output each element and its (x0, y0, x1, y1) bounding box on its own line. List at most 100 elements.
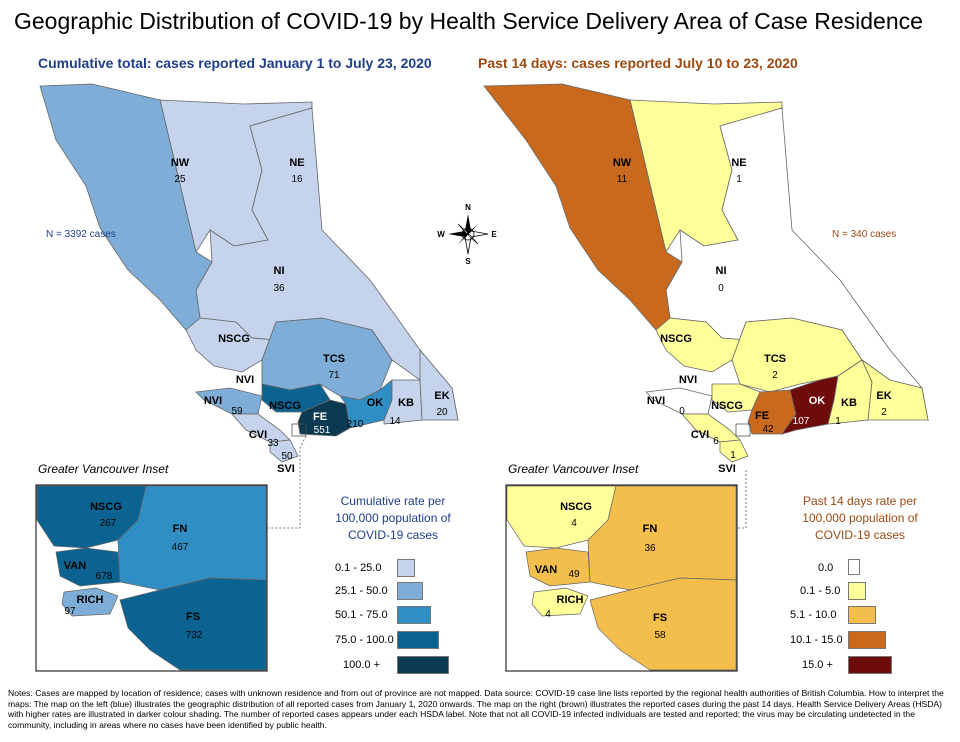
left-inset-marker (291, 423, 307, 437)
left-inset-fs-code: FS (186, 611, 200, 623)
left-label-nvi2-value: 59 (231, 406, 243, 417)
left-legend-label: 0.1 - 25.0 (335, 562, 382, 574)
right-label-fe-code: FE (755, 410, 769, 422)
right-inset-van-value: 49 (568, 569, 580, 580)
left-label-tcs-value: 71 (328, 370, 340, 381)
right-inset (505, 484, 738, 672)
right-label-ek-code: EK (876, 390, 891, 402)
left-map-case-count: N = 3392 cases (46, 229, 116, 240)
right-label-nw-code: NW (613, 157, 632, 169)
right-inset-rich-value: 4 (545, 609, 551, 620)
left-legend-label: 50.1 - 75.0 (335, 609, 388, 621)
right-legend-label: 0.0 (818, 562, 834, 574)
right-region-ek (861, 358, 929, 421)
right-inset-rich (531, 587, 589, 617)
right-label-kb-value: 1 (835, 416, 841, 427)
right-legend-item: 15.0 + (800, 656, 930, 676)
left-label-nscg2-code: NSCG (269, 400, 301, 412)
left-legend-swatch (397, 631, 439, 649)
left-legend-swatch (397, 606, 431, 624)
right-legend-label: 15.0 + (802, 659, 833, 671)
left-legend-item: 50.1 - 75.0 (335, 606, 465, 626)
right-label-kb-code: KB (841, 397, 857, 409)
right-label-nscg-code: NSCG (660, 333, 692, 345)
left-legend-item: 100.0 + (335, 656, 465, 676)
left-inset-fn-value: 467 (172, 542, 189, 553)
compass-n: N (465, 203, 471, 212)
right-legend-swatch (848, 582, 866, 600)
right-inset-marker (735, 423, 751, 437)
right-inset-fn-value: 36 (644, 543, 656, 554)
right-legend-label: 5.1 - 10.0 (790, 609, 837, 621)
right-legend-swatch (848, 559, 860, 575)
left-legend-swatch (397, 656, 449, 674)
left-map-subtitle: Cumulative total: cases reported January… (38, 55, 432, 71)
compass-e: E (491, 230, 497, 239)
right-inset-fs-value: 58 (654, 630, 666, 641)
compass-rose-icon: N S E W (437, 203, 497, 266)
right-label-ok-value: 107 (793, 416, 810, 427)
right-region-labels: NW 11 NE 1 NI 0 NSCG TCS 2 NVI NVI 0 NSC… (613, 157, 892, 475)
right-legend-label: 10.1 - 15.0 (790, 634, 843, 646)
left-label-ok-code: OK (367, 397, 384, 409)
right-label-svi-code: SVI (718, 463, 736, 475)
right-legend-swatch (848, 606, 876, 624)
left-label-kb-value: 14 (389, 416, 401, 427)
right-inset-van-code: VAN (535, 564, 557, 576)
left-label-nvi2-code: NVI (204, 395, 222, 407)
right-label-nvi2-code: NVI (647, 395, 665, 407)
left-label-svi-code: SVI (277, 463, 295, 475)
left-inset-rich-code: RICH (77, 594, 104, 606)
left-label-nw-value: 25 (174, 174, 186, 185)
left-label-ek-value: 20 (436, 407, 448, 418)
right-region-svi (719, 439, 749, 463)
right-legend-item: 0.1 - 5.0 (800, 582, 930, 602)
left-inset-van-code: VAN (64, 560, 86, 572)
left-legend-label: 75.0 - 100.0 (335, 634, 394, 646)
left-legend-item: 0.1 - 25.0 (335, 559, 465, 579)
left-label-ek-code: EK (434, 390, 449, 402)
right-map-subtitle: Past 14 days: cases reported July 10 to … (478, 55, 798, 71)
right-label-nw-value: 11 (617, 174, 628, 185)
left-legend-label: 25.1 - 50.0 (335, 585, 388, 597)
page-title: Geographic Distribution of COVID-19 by H… (14, 8, 923, 34)
right-inset-rich-code: RICH (557, 594, 584, 606)
right-label-cvi-code: CVI (691, 429, 709, 441)
left-inset-van (55, 547, 121, 587)
right-inset-nscg-code: NSCG (560, 501, 592, 513)
notes-footer: Notes: Cases are mapped by location of r… (8, 688, 944, 730)
left-label-fe-code: FE (313, 411, 327, 423)
right-inset-fn-code: FN (643, 523, 658, 535)
left-label-svi-value: 50 (281, 451, 293, 462)
right-legend-title: Past 14 days rate per 100,000 population… (802, 494, 918, 542)
right-label-svi-value: 1 (730, 450, 736, 461)
left-legend-title: Cumulative rate per 100,000 population o… (335, 494, 451, 542)
left-label-tcs-code: TCS (323, 353, 345, 365)
right-label-nscg2-code: NSCG (711, 400, 743, 412)
right-inset-van (525, 547, 591, 587)
left-label-fe-value: 551 (314, 425, 331, 436)
left-inset-fs (119, 577, 267, 671)
left-province-map (39, 83, 459, 463)
right-inset-fs-code: FS (653, 612, 667, 624)
left-label-ne-value: 16 (291, 174, 303, 185)
left-legend-label: 100.0 + (343, 659, 381, 671)
compass-s: S (465, 257, 471, 266)
right-label-ni-value: 0 (718, 283, 724, 294)
left-label-nw-code: NW (171, 157, 190, 169)
left-inset-labels: NSCG 267 FN 467 VAN 678 RICH 97 FS 732 (64, 501, 203, 641)
right-label-fe-value: 42 (762, 424, 774, 435)
left-label-ok-value: 210 (347, 419, 364, 430)
left-inset-rich-value: 97 (64, 606, 76, 617)
right-inset-leader (738, 470, 747, 529)
left-inset-van-value: 678 (96, 571, 113, 582)
right-label-ok-code: OK (809, 395, 826, 407)
compass-w: W (437, 230, 445, 239)
right-legend-swatch (848, 631, 886, 649)
right-legend-item: 0.0 (810, 559, 930, 579)
left-inset-nscg-value: 267 (100, 518, 117, 529)
left-inset (35, 484, 268, 672)
left-label-kb-code: KB (398, 397, 414, 409)
right-map-case-count: N = 340 cases (832, 229, 897, 240)
